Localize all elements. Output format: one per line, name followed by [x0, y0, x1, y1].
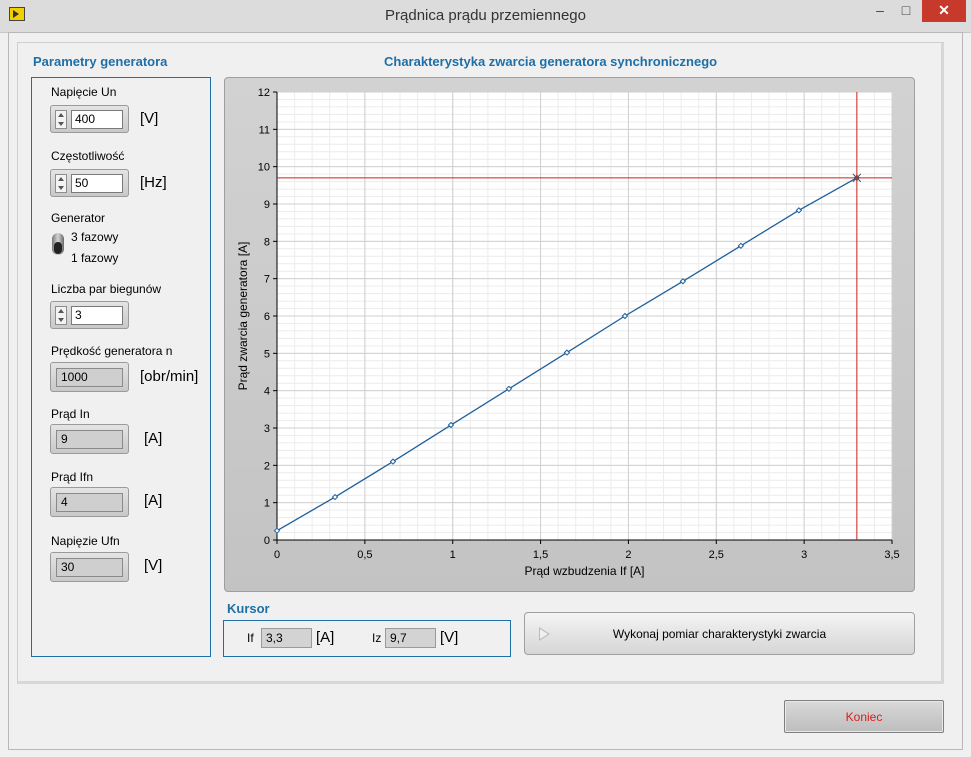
current-in-label: Prąd In [51, 407, 90, 421]
y-axis-label: Prąd zwarcia generatora [A] [236, 242, 250, 391]
increment-icon[interactable] [58, 177, 64, 181]
speed-label: Prędkość generatora n [51, 344, 173, 358]
voltage-input[interactable]: 400 [71, 110, 123, 129]
decrement-icon[interactable] [58, 318, 64, 322]
speed-value: 1000 [56, 368, 123, 387]
cursor-marker [852, 173, 862, 183]
y-tick-label: 10 [258, 162, 270, 174]
current-in-value: 9 [56, 430, 123, 449]
y-tick-label: 5 [264, 348, 270, 360]
labview-app-icon [9, 7, 25, 21]
cursor-if-label: If [247, 631, 254, 645]
data-point [331, 493, 339, 501]
y-tick-label: 2 [264, 460, 270, 472]
x-tick-label: 0 [274, 549, 280, 561]
generator-option-3-phase[interactable]: 3 fazowy [71, 230, 119, 244]
data-point [505, 385, 513, 393]
current-in-unit: [A] [144, 430, 163, 447]
y-tick-label: 0 [264, 535, 270, 547]
pole-pairs-control: 3 [50, 301, 129, 329]
x-tick-label: 0,5 [357, 549, 372, 561]
params-title: Parametry generatora [33, 54, 168, 69]
frequency-unit: [Hz] [140, 174, 167, 191]
params-box [31, 77, 211, 657]
data-point [389, 458, 397, 465]
current-ifn-value: 4 [56, 493, 123, 512]
generator-label: Generator [51, 211, 106, 225]
increment-icon[interactable] [58, 113, 64, 117]
voltage-ufn-indicator: 30 [50, 552, 129, 582]
increment-icon[interactable] [58, 309, 64, 313]
voltage-ufn-unit: [V] [144, 557, 163, 574]
x-tick-label: 2 [625, 549, 631, 561]
frequency-input[interactable]: 50 [71, 174, 123, 193]
voltage-spinner[interactable] [55, 110, 67, 129]
x-tick-label: 2,5 [709, 549, 724, 561]
title-bar: Prądnica prądu przemiennego – □ ✕ [0, 0, 971, 33]
speed-unit: [obr/min] [140, 368, 199, 385]
voltage-ufn-label: Napięzie Ufn [51, 534, 120, 548]
current-in-indicator: 9 [50, 424, 129, 454]
measure-button[interactable]: Wykonaj pomiar charakterystyki zwarcia [524, 612, 915, 655]
frequency-control: 50 [50, 169, 129, 197]
voltage-unit: [V] [140, 110, 159, 127]
generator-toggle-switch[interactable] [51, 231, 65, 255]
current-ifn-label: Prąd Ifn [51, 470, 94, 484]
voltage-control: 400 [50, 105, 129, 133]
voltage-label: Napięcie Un [51, 85, 117, 99]
end-button-label: Koniec [845, 710, 883, 724]
voltage-ufn-value: 30 [56, 558, 123, 577]
window-title: Prądnica prądu przemiennego [385, 7, 586, 24]
play-icon [539, 627, 550, 641]
toggle-knob [54, 242, 62, 254]
decrement-icon[interactable] [58, 122, 64, 126]
cursor-iz-value: 9,7 [385, 628, 436, 648]
cursor-box [223, 620, 511, 657]
maximize-button[interactable]: □ [901, 2, 911, 18]
data-point [679, 278, 687, 285]
y-tick-label: 6 [264, 311, 270, 323]
x-axis-label: Prąd wzbudzenia If [A] [524, 564, 644, 578]
y-tick-label: 9 [264, 199, 270, 211]
cursor-title: Kursor [227, 601, 270, 616]
x-tick-label: 1,5 [533, 549, 548, 561]
pole-pairs-label: Liczba par biegunów [51, 282, 162, 296]
data-point [795, 207, 803, 214]
y-tick-label: 11 [259, 124, 270, 136]
measure-button-label: Wykonaj pomiar charakterystyki zwarcia [612, 627, 827, 641]
cursor-if-unit: [A] [316, 629, 335, 646]
generator-option-1-phase[interactable]: 1 fazowy [71, 251, 119, 265]
end-button[interactable]: Koniec [784, 700, 944, 733]
minimize-button[interactable]: – [876, 2, 884, 18]
y-tick-label: 8 [264, 236, 270, 248]
data-point [621, 312, 629, 320]
cursor-iz-label: Iz [372, 631, 382, 645]
frequency-label: Częstotliwość [51, 149, 125, 163]
pole-pairs-input[interactable]: 3 [71, 306, 123, 325]
cursor-iz-unit: [V] [440, 629, 459, 646]
y-tick-label: 12 [258, 87, 270, 99]
current-ifn-unit: [A] [144, 492, 163, 509]
frequency-spinner[interactable] [55, 174, 67, 193]
y-tick-label: 1 [264, 498, 270, 510]
y-tick-label: 7 [264, 274, 270, 286]
chart-title: Charakterystyka zwarcia generatora synch… [384, 54, 718, 69]
decrement-icon[interactable] [58, 186, 64, 190]
pole-pairs-spinner[interactable] [55, 306, 67, 325]
data-point [563, 349, 571, 356]
cursor-if-value: 3,3 [261, 628, 312, 648]
current-ifn-indicator: 4 [50, 487, 129, 517]
data-point [447, 421, 455, 429]
y-tick-label: 4 [264, 386, 270, 398]
close-button[interactable]: ✕ [922, 0, 966, 22]
x-tick-label: 1 [450, 549, 456, 561]
speed-indicator: 1000 [50, 362, 129, 392]
y-tick-label: 3 [264, 423, 270, 435]
data-point [273, 527, 281, 534]
x-tick-label: 3,5 [884, 549, 899, 561]
x-tick-label: 3 [801, 549, 807, 561]
data-point [737, 242, 745, 250]
